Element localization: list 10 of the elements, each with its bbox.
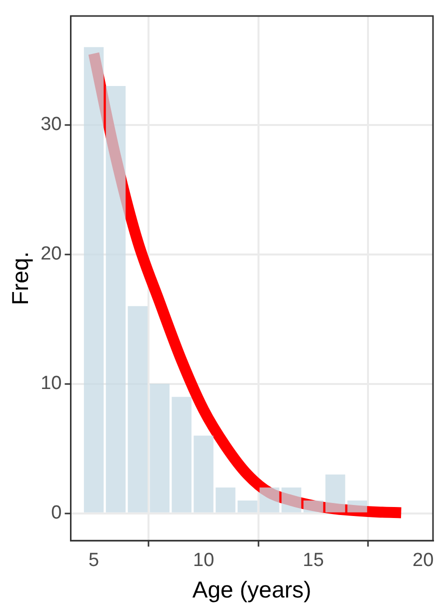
x-tick-label: 15	[302, 550, 324, 572]
y-tick-label: 10	[40, 373, 62, 394]
x-axis-title: Age (years)	[192, 576, 312, 603]
y-tick-label: 20	[40, 244, 62, 265]
y-tick-label: 30	[40, 114, 62, 136]
y-tick-label: 0	[51, 502, 62, 524]
x-tick-label: 20	[412, 550, 434, 572]
x-tick-label: 10	[192, 550, 214, 572]
y-axis-title: Freq.	[7, 251, 34, 306]
x-tick-label: 5	[88, 550, 100, 572]
